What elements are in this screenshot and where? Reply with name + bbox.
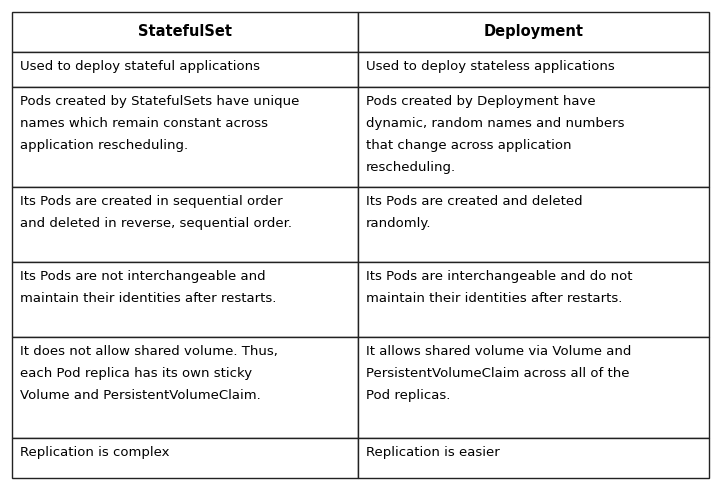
Bar (358, 51, 709, 87)
Text: Replication is complex: Replication is complex (20, 446, 169, 460)
Text: Used to deploy stateful applications: Used to deploy stateful applications (20, 59, 260, 73)
Bar (12, 337, 358, 439)
Text: Pods created by Deployment have
dynamic, random names and numbers
that change ac: Pods created by Deployment have dynamic,… (366, 95, 624, 174)
Text: Replication is easier: Replication is easier (366, 446, 500, 460)
Text: It does not allow shared volume. Thus,
each Pod replica has its own sticky
Volum: It does not allow shared volume. Thus, e… (20, 344, 278, 401)
Bar (12, 12, 358, 51)
Text: Its Pods are not interchangeable and
maintain their identities after restarts.: Its Pods are not interchangeable and mai… (20, 270, 276, 305)
Text: Its Pods are interchangeable and do not
maintain their identities after restarts: Its Pods are interchangeable and do not … (366, 270, 632, 305)
Bar (12, 187, 358, 262)
Bar (358, 87, 709, 187)
Bar (358, 12, 709, 51)
Bar (12, 262, 358, 337)
Text: StatefulSet: StatefulSet (138, 24, 232, 39)
Text: It allows shared volume via Volume and
PersistentVolumeClaim across all of the
P: It allows shared volume via Volume and P… (366, 344, 631, 401)
Text: Used to deploy stateless applications: Used to deploy stateless applications (366, 59, 614, 73)
Text: Its Pods are created and deleted
randomly.: Its Pods are created and deleted randoml… (366, 195, 583, 230)
Bar (12, 439, 358, 478)
Text: Deployment: Deployment (483, 24, 583, 39)
Bar (358, 439, 709, 478)
Text: Pods created by StatefulSets have unique
names which remain constant across
appl: Pods created by StatefulSets have unique… (20, 95, 299, 152)
Text: Its Pods are created in sequential order
and deleted in reverse, sequential orde: Its Pods are created in sequential order… (20, 195, 292, 230)
Bar (358, 337, 709, 439)
Bar (358, 262, 709, 337)
Bar (358, 187, 709, 262)
Bar (12, 87, 358, 187)
Bar (12, 51, 358, 87)
